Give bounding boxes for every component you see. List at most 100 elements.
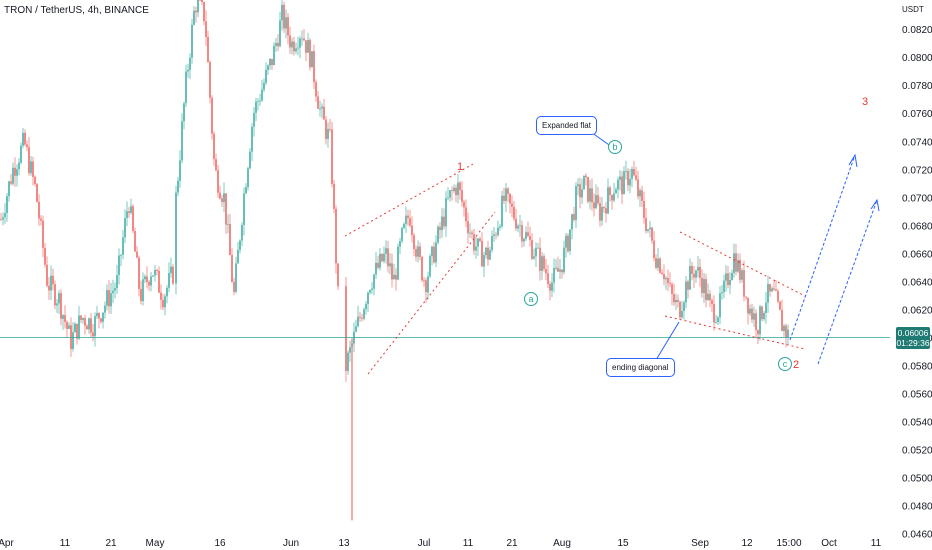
candle-body [24,132,26,145]
candle-body [60,293,62,319]
candle [503,187,505,204]
candle-body [605,208,607,214]
candle-body [619,176,621,180]
ending-diagonal-callout[interactable]: ending diagonal [606,358,675,377]
candle-body [527,232,529,237]
candle-body [14,167,16,176]
candle-body [483,255,485,267]
candle [711,298,713,313]
candle [104,301,106,319]
candle [465,199,467,228]
candle [407,209,409,226]
candle-body [491,235,493,251]
candle [555,259,557,271]
candle [767,275,769,313]
candle-body [259,100,261,102]
candle-body [551,282,553,291]
candle [491,230,493,253]
candle-body [635,175,637,180]
candle [489,246,491,261]
candle-body [565,235,567,248]
expanded-flat-callout[interactable]: Expanded flat [536,116,597,135]
candle [223,182,225,212]
candle [773,280,775,291]
candle [70,317,72,357]
candle-body [345,286,347,372]
candle-body [211,97,213,134]
candle [66,320,68,338]
candle [317,90,319,110]
candle [32,156,34,186]
candle [112,279,114,304]
candle-body [557,267,559,272]
candle [124,209,126,244]
candle-body [419,246,421,257]
candle [389,253,391,275]
candle-body [142,279,144,302]
candle-body [447,197,449,199]
candle [505,183,507,212]
candle [2,212,4,226]
candle-body [471,232,473,235]
candle [625,160,627,180]
candle-body [275,42,277,46]
candle-body [525,232,527,239]
candle [715,314,717,324]
candle [227,214,229,234]
candle-body [667,278,669,284]
candle [661,269,663,275]
candle [209,60,211,104]
candle [259,93,261,106]
candle-body [287,17,289,36]
candle-body [307,40,309,53]
candle-body [559,269,561,272]
candle-body [102,312,104,322]
price-tick-label: 0.04600 [902,529,932,540]
candle [433,241,435,264]
candle-body [521,225,523,242]
candle [185,64,187,107]
candle [287,12,289,45]
candle [0,212,2,221]
candle [421,255,423,283]
candle [593,193,595,217]
candle [22,127,24,149]
candle-body [513,206,515,219]
candle-body [731,272,733,281]
candle [6,192,8,222]
candle [191,18,193,64]
candle-body [611,194,613,201]
candle [579,177,581,209]
candle [261,79,263,102]
candle [533,248,535,260]
candle [333,180,335,214]
candle [667,269,669,292]
candle [217,164,219,198]
candle [56,298,58,313]
candle [485,246,487,259]
candle [415,245,417,262]
candle-body [371,288,373,291]
candle [629,168,631,194]
candle-body [183,103,185,122]
candle [273,42,275,66]
candle [78,306,80,341]
candle [148,280,150,291]
candle [565,233,567,258]
candle [237,241,239,264]
candle [681,301,683,319]
candle [511,195,513,218]
candle [753,306,755,328]
candle [749,304,751,316]
candle [445,191,447,238]
candle [168,262,170,293]
candle-body [197,0,199,13]
candle [675,293,677,311]
wave-marker-c: c [778,357,792,371]
candle [122,230,124,260]
candle [583,175,585,190]
candle-body [485,247,487,256]
